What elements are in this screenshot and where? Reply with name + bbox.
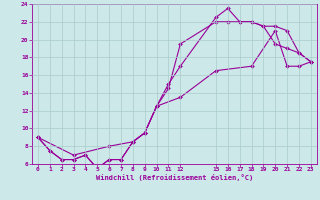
X-axis label: Windchill (Refroidissement éolien,°C): Windchill (Refroidissement éolien,°C) xyxy=(96,174,253,181)
